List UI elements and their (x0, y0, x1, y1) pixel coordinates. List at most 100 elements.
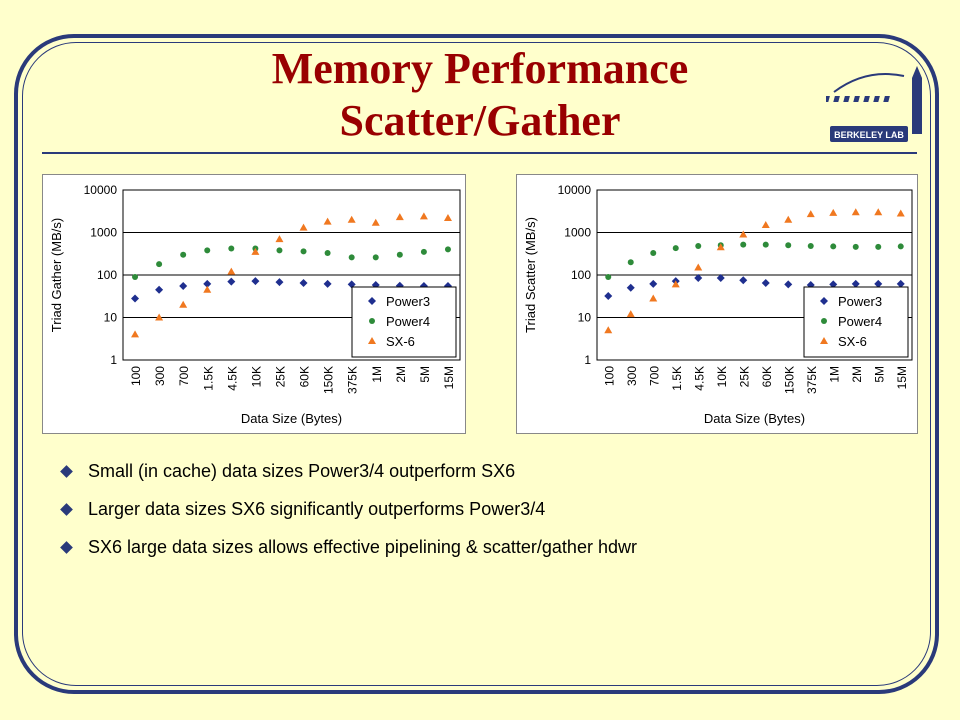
chart2-point-sx6 (649, 294, 658, 302)
chart1-legend-marker (369, 318, 375, 324)
chart2-y-tick-label: 10000 (558, 183, 592, 197)
chart2-point-power3 (649, 279, 658, 288)
chart1-point-power3 (251, 277, 260, 286)
chart1-point-power3 (347, 280, 356, 289)
diamond-bullet-icon (60, 465, 73, 478)
slide-frame (14, 34, 939, 694)
chart1-point-sx6 (275, 235, 284, 243)
chart2-legend-marker (820, 297, 828, 305)
chart2-y-tick-label: 100 (571, 268, 591, 282)
chart2-point-power4 (875, 243, 882, 250)
chart2-x-tick-label: 5M (872, 366, 886, 383)
chart2-point-power4 (605, 273, 612, 280)
chart2-point-sx6 (694, 263, 703, 271)
chart2-point-power4 (830, 243, 837, 250)
chart2-point-power4 (762, 241, 769, 248)
chart2-point-power3 (604, 292, 613, 301)
chart1-legend-label: SX-6 (386, 334, 415, 349)
chart1-point-power3 (131, 294, 140, 303)
chart2-point-power3 (761, 278, 770, 287)
chart2-point-power3 (626, 283, 635, 292)
bullet-item: Small (in cache) data sizes Power3/4 out… (60, 458, 922, 496)
diamond-bullet-icon (60, 503, 73, 516)
bullet-list: Small (in cache) data sizes Power3/4 out… (60, 458, 922, 572)
chart1-point-power4 (204, 247, 211, 254)
chart2-x-tick-label: 4.5K (692, 366, 706, 391)
chart2-point-sx6 (896, 209, 905, 217)
diamond-bullet-icon (60, 541, 73, 554)
chart-triad-gather: 1 10 100 1000 10000 100 300 700 1.5K 4.5K 10K 25K 60… (42, 174, 466, 434)
chart2-point-sx6 (604, 326, 613, 334)
chart2-legend-label: Power4 (838, 314, 882, 329)
chart2-x-tick-label: 15M (895, 366, 909, 389)
chart2-y-tick-label: 1000 (564, 226, 591, 240)
chart2-point-sx6 (806, 210, 815, 218)
chart1-x-tick-label: 15M (442, 366, 456, 389)
chart1-point-power3 (179, 282, 188, 291)
chart1-point-power4 (396, 251, 403, 258)
chart1-point-power3 (299, 278, 308, 287)
chart2-point-power3 (739, 276, 748, 285)
chart1-point-power4 (372, 254, 379, 261)
chart1-point-sx6 (371, 218, 380, 226)
chart2-legend-label: Power3 (838, 294, 882, 309)
chart1-legend-label: Power3 (386, 294, 430, 309)
chart1-legend-marker (368, 297, 376, 305)
chart1-x-tick-label: 4.5K (225, 366, 239, 391)
chart1-x-tick-label: 300 (153, 366, 167, 386)
chart1-y-tick-label: 1000 (90, 226, 117, 240)
chart1-point-power4 (180, 251, 187, 258)
chart2-point-power3 (896, 279, 905, 288)
chart1-point-power4 (276, 247, 283, 254)
chart2-x-tick-label: 700 (647, 366, 661, 386)
berkeley-lab-logo: BERKELEY LAB (826, 66, 922, 142)
chart1-point-sx6 (155, 313, 164, 321)
chart2-legend-marker (820, 337, 828, 344)
chart2-x-tick-label: 375K (805, 366, 819, 394)
chart2-point-sx6 (739, 230, 748, 238)
chart2-point-power3 (829, 280, 838, 289)
chart2-y-tick-label: 10 (578, 311, 592, 325)
bullet-item: SX6 large data sizes allows effective pi… (60, 534, 922, 572)
chart1-y-tick-label: 100 (97, 268, 117, 282)
chart2-point-power4 (672, 245, 679, 252)
chart2-x-tick-label: 25K (737, 366, 751, 387)
chart1-point-sx6 (299, 223, 308, 231)
chart1-x-tick-label: 700 (177, 366, 191, 386)
title-divider (42, 152, 917, 154)
chart2-point-sx6 (761, 221, 770, 229)
chart2-y-axis-label: Triad Scatter (MB/s) (523, 217, 538, 333)
chart2-point-sx6 (874, 208, 883, 216)
chart1-point-power4 (444, 246, 451, 253)
triad-gather-plot: 1 10 100 1000 10000 100 300 700 1.5K 4.5K 10K 25K 60… (49, 183, 461, 426)
chart1-point-power3 (371, 281, 380, 290)
chart1-point-sx6 (227, 267, 236, 275)
chart2-x-tick-label: 100 (602, 366, 616, 386)
chart2-point-power4 (627, 259, 634, 266)
chart1-point-power4 (300, 248, 307, 255)
chart2-point-power4 (695, 243, 702, 250)
chart2-point-power3 (874, 279, 883, 288)
chart1-x-tick-label: 100 (129, 366, 143, 386)
chart1-point-sx6 (251, 247, 260, 255)
chart1-point-power3 (275, 278, 284, 287)
chart2-x-tick-label: 60K (760, 366, 774, 387)
chart1-y-axis-label: Triad Gather (MB/s) (49, 218, 64, 332)
chart2-point-power4 (852, 243, 859, 250)
chart2-point-sx6 (671, 280, 680, 288)
chart2-legend-label: SX-6 (838, 334, 867, 349)
chart1-point-sx6 (203, 285, 212, 293)
chart2-x-axis-label: Data Size (Bytes) (704, 411, 805, 426)
chart1-point-power3 (395, 281, 404, 290)
chart1-point-power4 (420, 248, 427, 255)
chart2-x-tick-label: 300 (625, 366, 639, 386)
chart1-point-sx6 (443, 213, 452, 221)
chart1-point-power3 (155, 285, 164, 294)
chart1-legend-marker (368, 337, 376, 344)
chart1-y-tick-label: 1 (110, 353, 117, 367)
triad-scatter-plot: 1 10 100 1000 10000 100 300 700 1.5K 4.5K 10K 25K 60… (523, 183, 913, 426)
chart2-point-sx6 (716, 243, 725, 251)
chart1-point-sx6 (323, 217, 332, 225)
chart-triad-scatter: 1 10 100 1000 10000 100 300 700 1.5K 4.5K 10K 25K 60… (516, 174, 918, 434)
chart2-y-tick-label: 1 (584, 353, 591, 367)
